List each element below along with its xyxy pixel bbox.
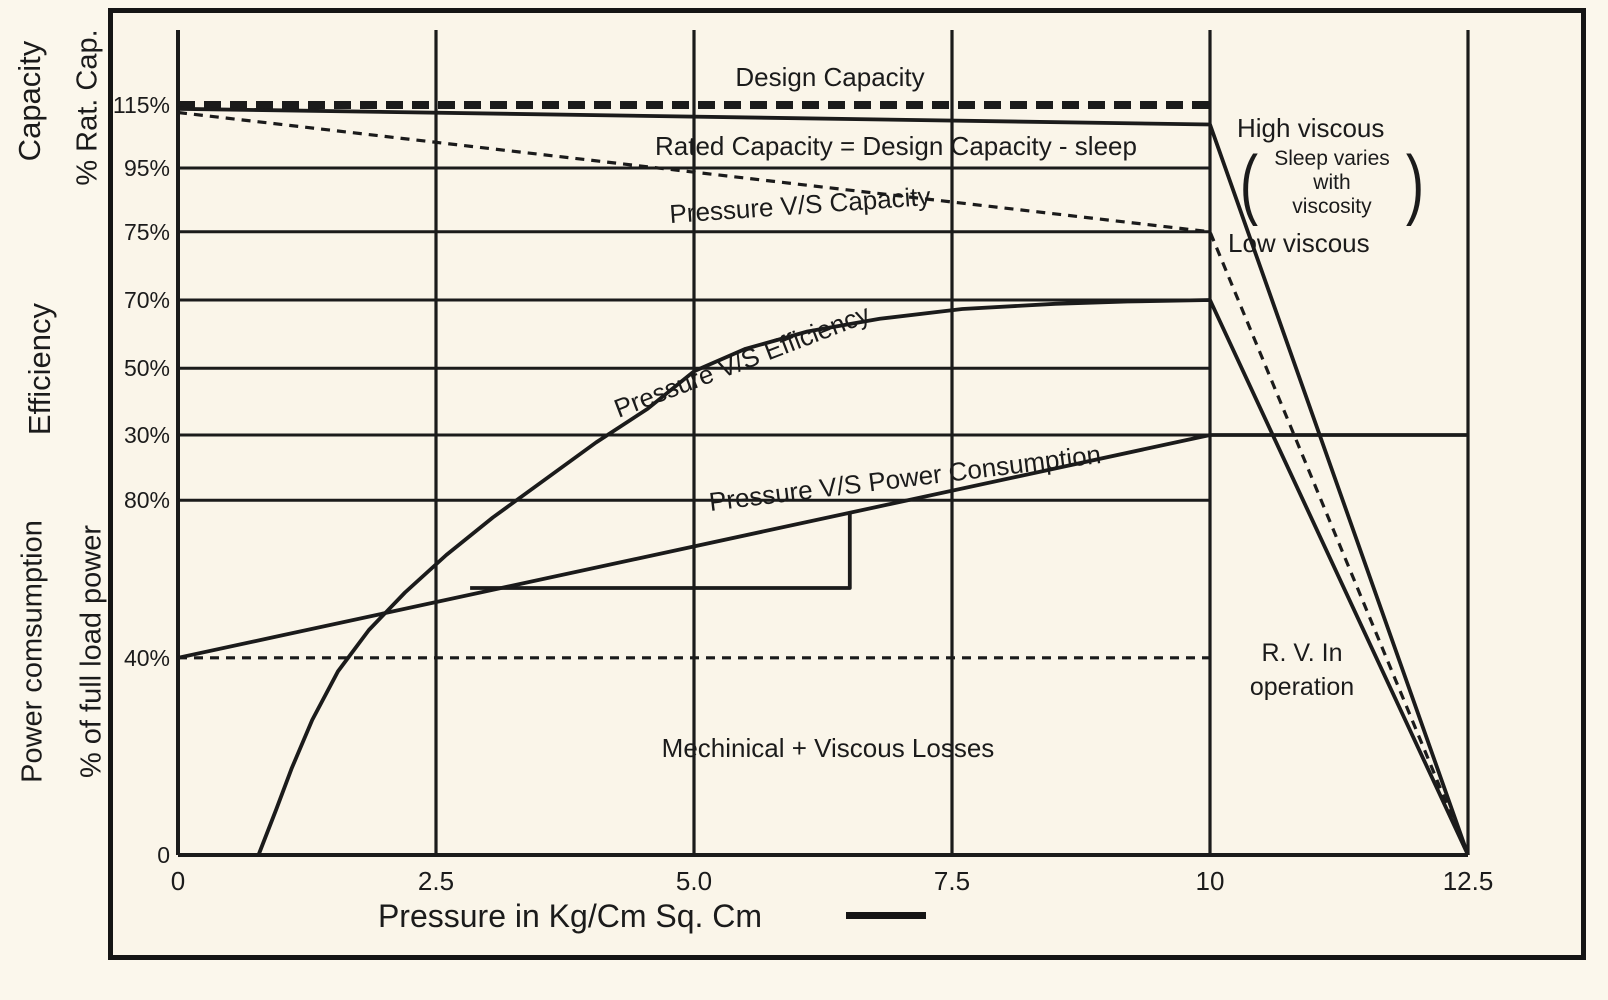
sleep-note-lines: Sleep varies with viscosity xyxy=(1262,147,1402,219)
y-axis-label-power-consumption: Power comsumption xyxy=(16,520,49,783)
series-loss-step xyxy=(470,513,852,590)
x-tick-label-2.5: 2.5 xyxy=(417,866,455,896)
x-tick-label-12.5: 12.5 xyxy=(1442,866,1494,896)
high-viscous-label: High viscous xyxy=(1237,113,1385,143)
mechanical-viscous-losses-label: Mechinical + Viscous Losses xyxy=(661,733,995,763)
sleep-note-line2: with xyxy=(1313,171,1351,194)
close-paren: ) xyxy=(1405,139,1425,227)
series-pressure-v-s-power-consumption xyxy=(177,433,1468,660)
y-tick-label-115pct: 115% xyxy=(112,92,170,118)
y-tick-label-40pct: 40% xyxy=(123,644,170,671)
y-tick-label-30pct: 30% xyxy=(123,422,170,448)
y-tick-label-50pct: 50% xyxy=(123,355,170,382)
x-tick-label-0: 0 xyxy=(170,866,186,896)
axis-units-dash xyxy=(846,912,926,919)
y-axis-label-capacity: Capacity xyxy=(12,40,47,162)
y-tick-label-70pct: 70% xyxy=(123,287,170,313)
y-tick-label-95pct: 95% xyxy=(123,155,170,181)
y-tick-label-0: 0 xyxy=(157,842,170,868)
series-rated-capacity-design-capacity-sleep xyxy=(177,106,1470,856)
y-axis-label-efficiency: Efficiency xyxy=(22,302,57,436)
open-paren: ( xyxy=(1239,139,1259,227)
x-tick-label-10: 10 xyxy=(1195,866,1225,896)
x-tick-label-5.0: 5.0 xyxy=(675,866,713,896)
sleep-note-line3: viscosity xyxy=(1292,195,1372,218)
sleep-varies-note: ( Sleep varies with viscosity ) xyxy=(1236,139,1428,227)
rv-in-operation-label: R. V. In operation xyxy=(1232,636,1372,704)
low-viscous-label: Low viscous xyxy=(1228,228,1370,258)
y-tick-label-75pct: 75% xyxy=(123,218,170,245)
x-axis-title: Pressure in Kg/Cm Sq. Cm xyxy=(377,898,763,934)
rv-line1: R. V. In xyxy=(1261,639,1343,667)
design-capacity-label: Design Capacity xyxy=(735,62,925,92)
rated-capacity-label: Rated Capacity = Design Capacity - sleep xyxy=(655,131,1137,161)
x-tick-label-7.5: 7.5 xyxy=(933,866,971,896)
series-pressure-v-s-capacity xyxy=(177,110,1470,856)
sleep-note-line1: Sleep varies xyxy=(1274,147,1390,170)
series-pressure-v-s-efficiency xyxy=(256,298,1470,856)
y-tick-label-80pct: 80% xyxy=(123,487,170,514)
rv-line2: operation xyxy=(1249,673,1355,701)
